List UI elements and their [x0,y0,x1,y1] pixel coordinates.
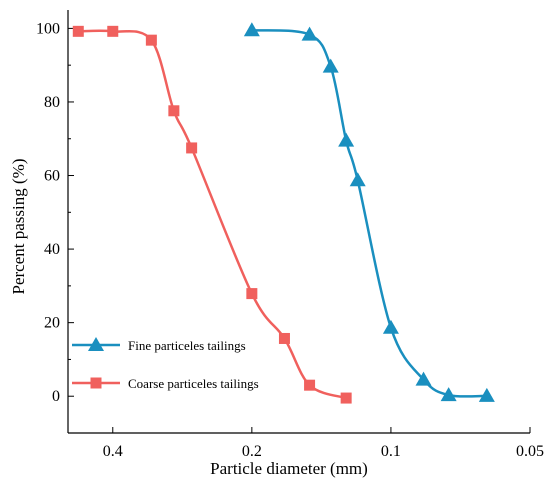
x-axis-title: Particle diameter (mm) [210,459,368,478]
data-point [304,379,316,391]
y-tick-label: 40 [44,241,60,258]
data-point [338,132,355,147]
data-point [415,371,432,386]
y-tick-label: 20 [44,315,60,332]
data-point [278,332,290,344]
legend-marker [88,337,104,351]
data-point [322,58,339,73]
data-point [349,172,366,187]
legend-item: Fine particeles tailings [72,337,246,353]
axes: 0 20 40 60 80 100 0.4 0.2 0.1 0.05 [36,10,544,460]
y-tick-label: 60 [44,168,60,185]
data-point [186,142,198,154]
series-coarse [72,25,352,404]
y-tick-label: 0 [52,388,60,405]
legend-marker [90,377,102,389]
series-line [251,28,487,398]
data-point [243,22,260,37]
data-point [440,387,457,402]
y-axis-title: Percent passing (%) [9,159,28,295]
series-line [78,29,347,400]
x-tick-label: 0.1 [381,443,401,460]
legend-label: Fine particeles tailings [128,338,246,353]
x-tick-label: 0.4 [103,443,123,460]
data-point [107,25,119,37]
y-tick-label: 80 [44,94,60,111]
x-tick-label: 0.05 [516,443,544,460]
data-point [340,392,352,404]
x-tick-label: 0.2 [242,443,262,460]
series-fine [243,22,495,402]
data-point [168,105,180,117]
data-point [478,387,495,402]
series-layer [72,22,495,404]
y-tick-label: 100 [36,20,60,37]
data-point [301,26,318,41]
data-point [145,34,157,46]
legend-item: Coarse particeles tailings [72,376,259,391]
legend: Fine particeles tailings Coarse particele… [72,337,259,391]
data-point [382,319,399,334]
legend-label: Coarse particeles tailings [128,376,259,391]
data-point [72,25,84,37]
data-point [246,288,258,300]
